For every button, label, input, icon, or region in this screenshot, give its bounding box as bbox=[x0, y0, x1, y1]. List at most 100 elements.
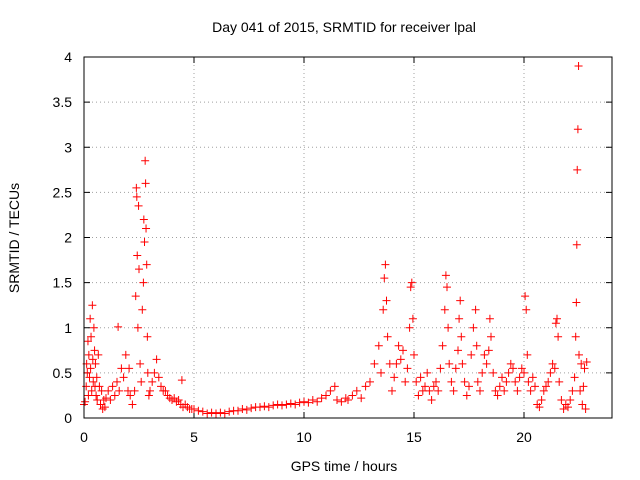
data-point bbox=[521, 292, 530, 301]
data-point bbox=[462, 391, 471, 400]
data-point bbox=[471, 305, 480, 314]
data-point bbox=[134, 201, 143, 210]
data-point bbox=[456, 296, 465, 305]
data-point bbox=[416, 373, 425, 382]
data-point bbox=[313, 397, 322, 406]
data-point bbox=[548, 359, 557, 368]
data-point bbox=[85, 373, 94, 382]
y-axis-label: SRMTID / TECUs bbox=[6, 183, 22, 293]
data-point bbox=[436, 364, 445, 373]
x-axis-label: GPS time / hours bbox=[291, 458, 398, 474]
data-point bbox=[554, 332, 563, 341]
data-point bbox=[132, 192, 141, 201]
data-points bbox=[80, 62, 591, 418]
data-point bbox=[143, 332, 152, 341]
data-point bbox=[414, 391, 423, 400]
data-point bbox=[286, 399, 295, 408]
data-point bbox=[392, 359, 401, 368]
data-point bbox=[150, 368, 159, 377]
data-point bbox=[401, 377, 410, 386]
data-point bbox=[546, 368, 555, 377]
data-point bbox=[537, 395, 546, 404]
data-point bbox=[509, 364, 517, 373]
data-point bbox=[449, 386, 458, 395]
x-tick-label: 20 bbox=[516, 429, 532, 445]
data-point bbox=[136, 359, 145, 368]
data-point bbox=[148, 377, 157, 386]
data-point bbox=[140, 238, 149, 247]
data-point bbox=[434, 386, 443, 395]
data-point bbox=[141, 156, 150, 165]
data-point bbox=[498, 373, 506, 382]
data-point bbox=[576, 386, 585, 395]
data-point bbox=[137, 377, 146, 386]
data-point bbox=[357, 394, 366, 403]
data-point bbox=[382, 296, 391, 305]
data-point bbox=[142, 224, 151, 233]
data-point bbox=[128, 400, 137, 409]
data-point bbox=[412, 377, 421, 386]
data-point bbox=[578, 400, 587, 409]
data-point bbox=[399, 346, 407, 355]
y-tick-label: 1 bbox=[64, 320, 72, 336]
data-point bbox=[495, 382, 504, 391]
data-point bbox=[441, 271, 450, 280]
data-point bbox=[438, 341, 447, 350]
data-point bbox=[212, 409, 220, 418]
data-point bbox=[348, 391, 357, 400]
data-point bbox=[491, 386, 500, 395]
data-point bbox=[113, 377, 121, 386]
data-point bbox=[216, 408, 225, 417]
data-point bbox=[139, 278, 148, 287]
data-point bbox=[473, 377, 482, 386]
data-point bbox=[520, 368, 528, 377]
data-point bbox=[92, 391, 101, 400]
data-point bbox=[410, 350, 418, 359]
data-point bbox=[557, 395, 566, 404]
data-point bbox=[511, 377, 520, 386]
data-point bbox=[429, 382, 438, 391]
data-point bbox=[203, 409, 212, 418]
data-point bbox=[337, 397, 346, 406]
data-point bbox=[506, 359, 515, 368]
data-point bbox=[469, 323, 478, 332]
data-point bbox=[482, 359, 491, 368]
data-point bbox=[198, 407, 207, 416]
data-point bbox=[572, 298, 581, 307]
data-point bbox=[444, 323, 453, 332]
data-point bbox=[570, 373, 579, 382]
data-point bbox=[421, 382, 429, 391]
data-point bbox=[131, 292, 140, 301]
data-point bbox=[139, 215, 148, 224]
y-tick-label: 2 bbox=[64, 230, 72, 246]
data-point bbox=[539, 386, 548, 395]
data-point bbox=[504, 368, 513, 377]
data-point bbox=[390, 373, 399, 382]
data-point bbox=[273, 400, 282, 409]
data-point bbox=[489, 368, 498, 377]
data-point bbox=[121, 350, 130, 359]
data-point bbox=[440, 305, 449, 314]
plot-frame bbox=[83, 56, 613, 419]
data-point bbox=[133, 251, 142, 260]
data-point bbox=[573, 165, 582, 174]
data-point bbox=[379, 305, 388, 314]
data-point bbox=[484, 346, 493, 355]
data-point bbox=[408, 314, 417, 323]
data-point bbox=[144, 391, 153, 400]
data-point bbox=[487, 332, 495, 341]
data-point bbox=[515, 373, 524, 382]
data-point bbox=[115, 386, 124, 395]
data-point bbox=[317, 394, 326, 403]
data-point bbox=[100, 403, 109, 412]
data-point bbox=[447, 377, 456, 386]
data-point bbox=[300, 397, 308, 406]
data-point bbox=[388, 386, 396, 395]
data-point bbox=[432, 377, 440, 386]
data-point bbox=[84, 350, 93, 359]
data-point bbox=[573, 125, 582, 134]
data-point bbox=[333, 395, 341, 404]
data-point bbox=[146, 386, 154, 395]
data-point bbox=[344, 395, 352, 404]
